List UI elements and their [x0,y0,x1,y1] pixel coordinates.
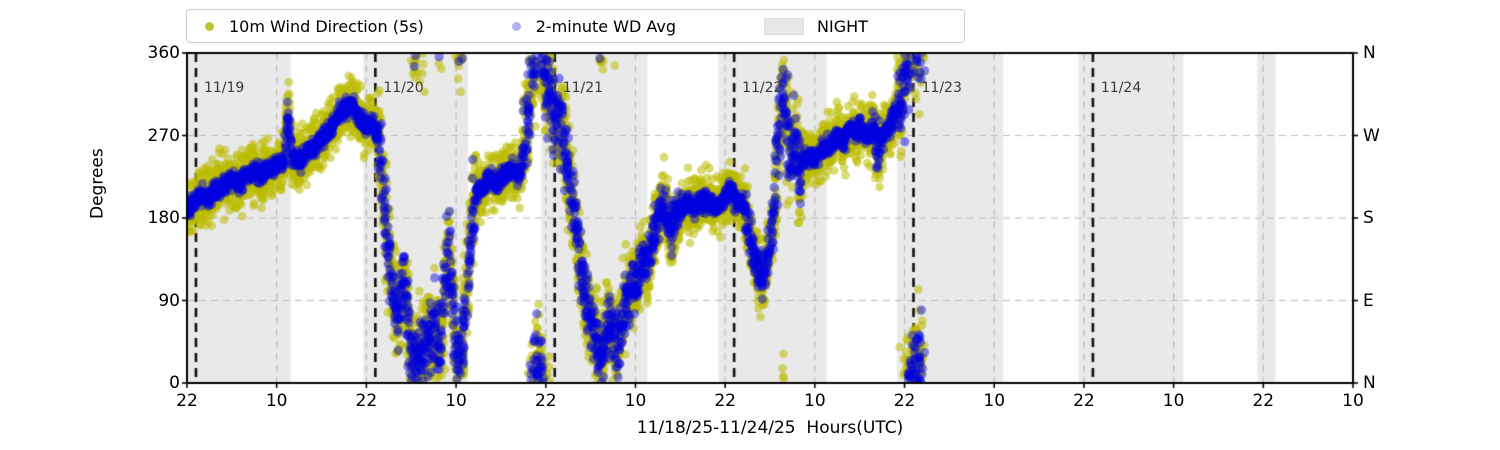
date-line-label: 11/24 [1100,80,1142,96]
legend-item-raw-wd: 10m Wind Direction (5s) [205,17,424,36]
x-tick-label: 10 [1162,391,1185,411]
x-tick-label: 22 [176,391,198,411]
y-tick-label: 90 [158,290,180,311]
x-tick-label: 22 [893,391,916,411]
legend: 10m Wind Direction (5s) 2-minute WD Avg … [186,9,965,43]
legend-label-night: NIGHT [817,16,868,36]
y-tick-label: 270 [147,125,180,146]
x-tick-label: 22 [534,391,557,411]
legend-item-avg-wd: 2-minute WD Avg [511,16,677,36]
compass-label: W [1363,125,1380,146]
date-line-label: 11/19 [203,80,245,96]
x-tick-label: 22 [355,391,378,411]
x-tick-label: 10 [983,391,1006,411]
legend-item-night: NIGHT [764,17,868,36]
date-line-label: 11/21 [562,80,604,96]
x-tick-label: 22 [1073,391,1095,411]
date-line-label: 11/23 [921,80,962,96]
compass-label: E [1363,290,1374,311]
x-tick-label: 10 [265,391,288,411]
compass-label: S [1363,208,1374,228]
x-tick-label: 10 [445,391,467,411]
date-line-label: 11/22 [742,80,783,96]
compass-label: N [1363,43,1376,63]
date-line-label: 11/20 [383,80,424,96]
y-tick-label: 360 [147,43,180,63]
x-tick-label: 10 [1342,391,1364,411]
y-tick-label: 180 [147,208,180,228]
compass-label: N [1363,373,1376,393]
night-patch-icon [764,17,805,35]
legend-label-raw-wd: 10m Wind Direction (5s) [229,16,424,36]
x-tick-label: 10 [624,391,647,411]
x-tick-label: 10 [804,391,826,411]
x-axis-label: 11/18/25-11/24/25 Hours(UTC) [636,418,904,438]
x-tick-label: 22 [1252,391,1275,411]
legend-label-avg-wd: 2-minute WD Avg [535,16,677,36]
x-tick-label: 22 [714,391,736,411]
blue-dot-marker-icon [511,21,521,31]
y-axis-label: Degrees [87,148,108,219]
y-tick-label: 0 [169,373,180,393]
yellow-dot-marker-icon [205,21,214,31]
